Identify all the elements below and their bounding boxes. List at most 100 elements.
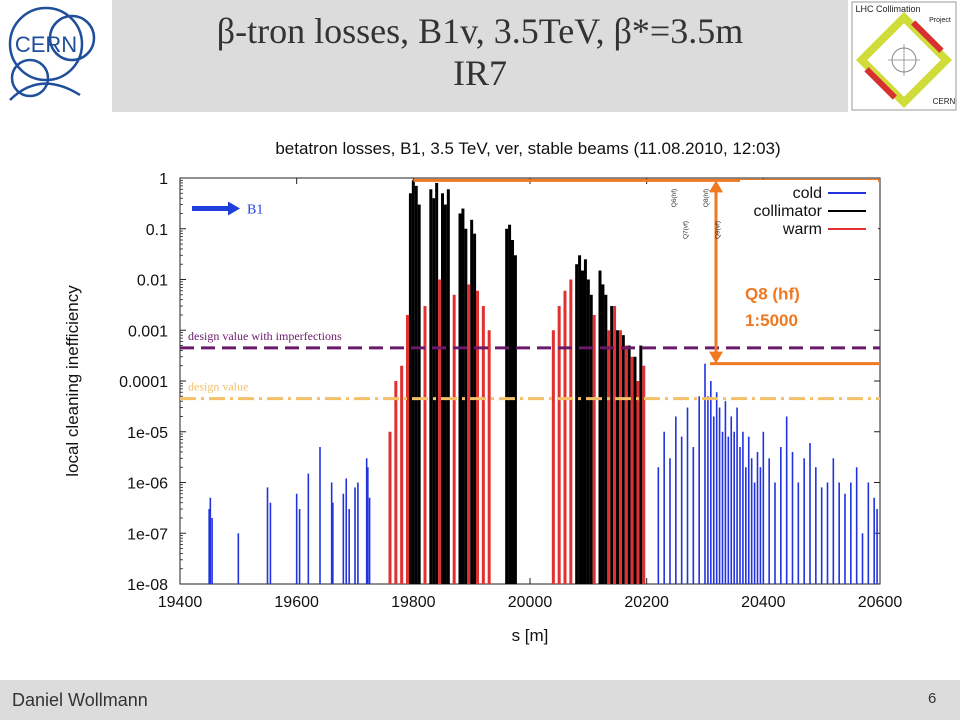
bar-cold [759,467,762,584]
bar-warm [557,306,561,584]
chart-bars [208,180,878,585]
x-axis-label: s [m] [512,626,549,645]
bar-cold [368,497,371,584]
bar-cold [715,392,718,584]
bar-warm [618,330,622,584]
bar-cold [704,363,706,584]
bar-cold [298,509,301,584]
bar-warm [394,381,398,584]
bar-cold [747,436,750,584]
bar-collimator [581,270,584,584]
bar-cold [815,467,817,584]
bar-cold [791,451,794,584]
bar-collimator [616,330,619,584]
bar-cold [768,458,770,584]
bar-cold [342,493,345,584]
bar-warm [481,306,485,584]
x-tick-label: 20200 [624,594,669,611]
slide-title-line2: IR7 [453,53,507,93]
bar-cold [774,482,776,584]
bracket-label-line1: Q8 (hf) [745,285,800,304]
bar-cold [797,482,800,584]
bar-cold [832,458,835,584]
bar-warm [613,306,617,584]
y-tick-label: 1e-06 [127,476,168,493]
y-tick-label: 0.1 [146,222,168,239]
bar-cold [762,431,765,584]
loss-map-chart: betatron losses, B1, 3.5 TeV, ver, stabl… [63,139,902,645]
bar-warm [607,330,611,584]
bar-cold [710,381,712,584]
title-band [112,0,848,112]
bar-warm [452,294,456,584]
cern-logo: CERN [8,6,96,101]
magnet-label: Q9(vf) [715,221,722,239]
bar-collimator [435,182,439,584]
y-tick-label: 0.0001 [119,374,168,391]
bar-cold [750,458,753,584]
bar-cold [307,473,310,584]
bar-collimator [598,270,602,584]
bar-collimator [411,180,415,584]
bar-collimator [578,255,582,584]
bar-warm [400,365,404,584]
bar-warm [406,314,409,584]
bar-cold [357,482,359,584]
bar-cold [712,416,715,584]
legend-label-collimator: collimator [754,203,823,220]
footer-band [0,680,960,720]
bar-collimator [586,279,590,584]
bar-cold [873,497,875,584]
bar-collimator [610,306,614,584]
bar-collimator [414,185,418,584]
slide-title-line1: β-tron losses, B1v, 3.5TeV, β*=3.5m [216,11,744,51]
chart-title: betatron losses, B1, 3.5 TeV, ver, stabl… [275,139,780,158]
bar-cold [269,502,272,584]
beam-label: B1 [247,203,263,218]
bar-cold [367,467,369,584]
bar-collimator [633,356,637,584]
bracket-arrow-head-down [709,351,723,364]
y-tick-label: 1e-05 [127,425,168,442]
bar-cold [780,447,782,584]
bar-cold [266,487,269,584]
bar-collimator [575,264,579,584]
bar-warm [592,314,596,584]
bar-collimator [473,233,477,584]
bar-collimator [639,345,643,584]
bar-cold [803,458,805,584]
bar-cold [237,533,240,584]
bar-cold [838,482,840,584]
bar-collimator [464,228,468,584]
bar-collimator [621,335,625,584]
bar-cold [669,458,671,584]
page-number: 6 [928,690,937,707]
bar-cold [733,431,735,584]
logo-right-footer: CERN [933,97,956,106]
bar-cold [345,478,348,584]
lhc-collimation-logo: LHC Collimation Project CERN [851,1,957,111]
bar-collimator [443,204,447,584]
bar-warm [551,330,555,584]
bar-collimator [446,189,450,584]
bar-warm [624,345,628,584]
bar-collimator [604,294,608,584]
x-tick-label: 20400 [741,594,786,611]
bar-cold [707,396,709,584]
bar-cold [826,482,829,584]
y-tick-label: 0.01 [137,273,168,290]
bar-cold [692,447,695,584]
reference-lines: design value with imperfections design va… [180,329,880,401]
bar-cold [657,467,660,584]
bar-collimator [511,240,514,584]
magnet-label: Q8(hf) [703,189,710,207]
bar-collimator [408,193,412,584]
slide-title: β-tron losses, B1v, 3.5TeV, β*=3.5m IR7 [112,10,848,94]
bar-collimator [432,198,436,585]
bar-cold [686,407,689,584]
y-tick-label: 1e-07 [127,526,168,543]
bar-cold [855,467,858,584]
bar-collimator [583,259,587,584]
